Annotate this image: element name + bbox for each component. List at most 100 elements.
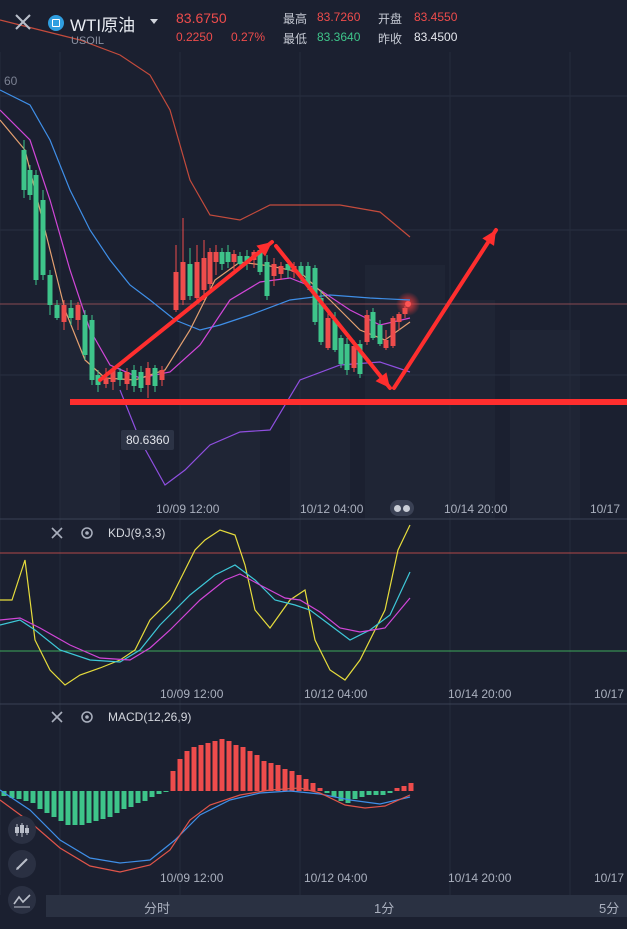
macd-histogram-bar	[268, 763, 274, 791]
candle-body	[173, 272, 179, 310]
candle-body	[231, 254, 237, 262]
candle-body	[131, 370, 137, 386]
macd-histogram-bar	[324, 791, 330, 793]
kdj-pane-header: KDJ(9,3,3)	[0, 522, 165, 544]
candlestick-series	[21, 140, 408, 398]
candle-body	[194, 262, 200, 298]
price-axis-tick: 60	[4, 74, 18, 88]
candle-body	[244, 256, 250, 262]
macd-dif-line	[0, 787, 411, 873]
low-value: 83.3640	[317, 30, 361, 44]
candle-body	[225, 252, 231, 262]
down-arrow-annotation	[274, 244, 392, 390]
scroll-handle[interactable]	[390, 500, 414, 516]
kdj-d-line	[0, 573, 411, 661]
bollinger-upper-line	[0, 19, 411, 238]
candle-body	[332, 320, 338, 350]
macd-histogram-bar	[156, 791, 162, 794]
close-icon[interactable]	[50, 526, 64, 540]
candle-body	[82, 315, 88, 355]
timeframe-tab[interactable]: 分时	[144, 901, 171, 916]
macd-histogram-bar	[170, 771, 176, 791]
candle-body	[138, 372, 144, 388]
candle-body	[47, 275, 53, 305]
macd-histogram-bar	[100, 791, 106, 819]
gear-icon[interactable]	[80, 526, 94, 540]
timeframe-tab[interactable]: 1分	[374, 901, 395, 916]
kdj-k-line	[0, 564, 411, 663]
ma-magenta-line	[0, 109, 411, 379]
instrument-title[interactable]: WTI原油	[70, 16, 136, 35]
macd-histogram-bar	[114, 791, 120, 813]
candle-body	[264, 262, 270, 296]
timeframe-tab[interactable]: 5分	[599, 901, 620, 916]
macd-time-label: 10/17	[594, 871, 625, 885]
macd-pane-header: MACD(12,26,9)	[0, 706, 191, 728]
candle-body	[402, 308, 408, 314]
candle-body	[180, 262, 186, 300]
macd-histogram-bar	[72, 791, 78, 825]
macd-histogram-bar	[149, 791, 155, 797]
close-button[interactable]	[10, 9, 36, 35]
macd-histogram-bar	[247, 751, 253, 791]
prev-close-value: 83.4500	[414, 30, 458, 44]
prev-close-label: 昨收	[378, 32, 403, 46]
chevron-down-icon[interactable]	[150, 19, 158, 24]
kdj-indicator-name: KDJ(9,3,3)	[108, 526, 166, 540]
ma-orange-line	[0, 119, 411, 381]
high-value: 83.7260	[317, 10, 361, 24]
open-value: 83.4550	[414, 10, 458, 24]
ma-blue-line	[0, 89, 411, 331]
candle-body	[33, 175, 39, 280]
macd-histogram-bar	[331, 791, 337, 797]
candle-body	[278, 266, 284, 274]
macd-histogram-bar	[1, 791, 7, 796]
macd-histogram-bar	[296, 775, 302, 791]
macd-histogram-bar	[275, 765, 281, 791]
price-change-percent: 0.27%	[231, 30, 266, 44]
macd-histogram-bar	[366, 791, 372, 795]
macd-histogram-bar	[93, 791, 99, 821]
kdj-time-label: 10/09 12:00	[160, 687, 224, 701]
close-icon[interactable]	[50, 710, 64, 724]
low-label: 最低	[283, 32, 308, 46]
last-price: 83.6750	[176, 10, 227, 26]
candle-body	[271, 264, 277, 276]
macd-histogram-bar	[51, 791, 57, 817]
arrow-head	[375, 372, 390, 388]
macd-histogram-bar	[254, 755, 260, 791]
candle-body	[124, 372, 130, 384]
macd-histogram-bar	[177, 759, 183, 791]
macd-histogram-bar	[240, 747, 246, 791]
candle-body	[325, 318, 331, 348]
candle-body	[110, 370, 116, 382]
macd-histogram-bar	[30, 791, 36, 803]
candlestick-tool-button[interactable]	[8, 816, 36, 844]
draw-tool-button[interactable]	[8, 850, 36, 878]
current-price-dot	[405, 301, 411, 307]
candle-body	[377, 325, 383, 344]
candle-body	[187, 264, 193, 296]
candle-body	[383, 340, 389, 348]
indicator-tool-button[interactable]	[8, 886, 36, 914]
candle-body	[159, 370, 165, 380]
main-time-label: 10/17	[590, 502, 621, 516]
macd-histogram-bar	[23, 791, 29, 801]
macd-histogram-bar	[289, 771, 295, 791]
candle-body	[338, 338, 344, 364]
gear-icon[interactable]	[80, 710, 94, 724]
macd-dea-line	[0, 789, 411, 864]
open-label: 开盘	[378, 12, 403, 26]
macd-histogram-bar	[65, 791, 71, 825]
macd-histogram-bar	[380, 791, 386, 795]
building-silhouette	[445, 300, 495, 520]
candle-body	[89, 320, 95, 380]
candle-body	[305, 266, 311, 285]
candle-body	[364, 315, 370, 342]
candle-body	[27, 170, 33, 195]
macd-histogram-bar	[401, 786, 407, 791]
macd-histogram-bar	[142, 791, 148, 801]
candle-body	[390, 318, 396, 346]
